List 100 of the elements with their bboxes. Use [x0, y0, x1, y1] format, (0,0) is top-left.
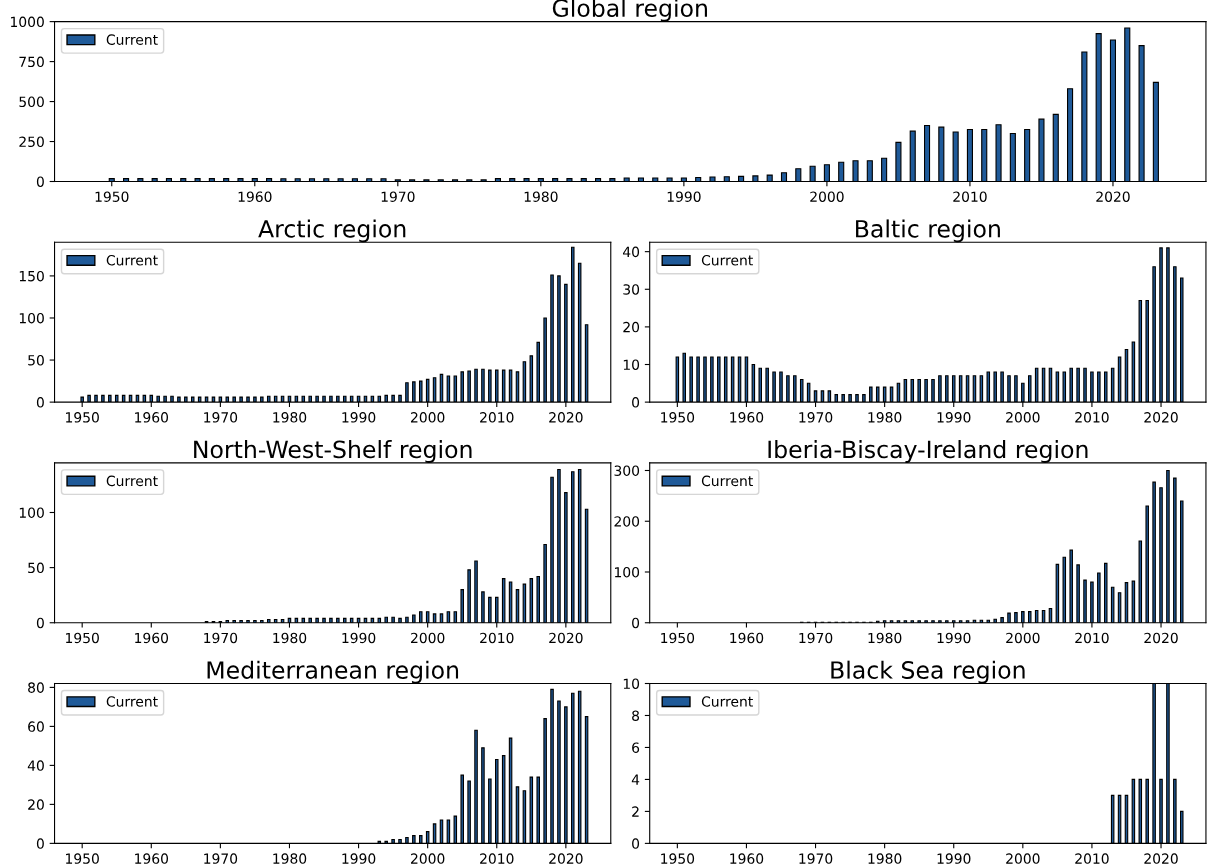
x-tick-label: 2010	[480, 412, 514, 423]
x-tick-label: 1950	[661, 632, 695, 644]
x-tick-label: 1980	[868, 412, 902, 423]
x-tick-label: 2000	[810, 191, 844, 202]
x-tick-label: 1970	[799, 412, 833, 423]
x-tick-label: 1950	[66, 853, 99, 864]
x-tick-label: 1960	[730, 412, 764, 423]
x-tick-label: 1990	[937, 632, 971, 644]
x-tick-label: 2010	[953, 191, 987, 202]
x-tick-label: 2020	[1144, 412, 1178, 423]
legend-label: Current	[106, 475, 158, 487]
x-tick-label: 1950	[66, 632, 99, 644]
y-tick-label: 250	[19, 136, 44, 147]
x-tick-label: 2000	[411, 632, 445, 644]
x-tick-label: 1990	[342, 853, 376, 864]
y-tick-label: 4	[631, 774, 640, 785]
x-tick-label: 1970	[799, 632, 833, 644]
y-tick-label: 200	[614, 516, 640, 527]
x-tick-label: 2000	[411, 853, 445, 864]
chart-title: Baltic region	[856, 219, 1000, 243]
legend-label: Current	[701, 696, 753, 707]
x-tick-label: 1980	[524, 191, 558, 202]
x-tick-label: 1960	[238, 191, 272, 202]
y-tick-label: 80	[28, 682, 44, 693]
x-tick-label: 1980	[868, 632, 902, 644]
y-tick-label: 1000	[11, 16, 44, 28]
legend-label: Current	[701, 475, 753, 487]
y-tick-label: 50	[28, 355, 44, 366]
y-tick-label: 20	[28, 799, 44, 810]
x-tick-label: 2010	[480, 632, 514, 644]
x-tick-label: 1950	[661, 853, 695, 864]
y-tick-label: 8	[632, 710, 640, 721]
y-tick-label: 2	[632, 806, 639, 817]
y-tick-label: 6	[632, 742, 640, 753]
x-tick-label: 1980	[273, 853, 307, 864]
legend-label: Current	[106, 34, 158, 45]
x-tick-label: 2010	[1075, 853, 1109, 864]
chart-title: North-West-Shelf region	[194, 440, 472, 463]
chart-title: Arctic region	[258, 219, 406, 243]
x-tick-label: 1970	[799, 853, 833, 864]
y-tick-label: 150	[19, 270, 44, 282]
chart-title: Black Sea region	[831, 660, 1025, 684]
x-tick-label: 1990	[342, 632, 376, 644]
x-tick-label: 1980	[868, 853, 902, 864]
x-tick-label: 2000	[411, 412, 445, 423]
x-tick-label: 2020	[1144, 632, 1178, 644]
legend-label: Current	[106, 255, 158, 266]
y-tick-label: 100	[19, 507, 44, 518]
x-tick-label: 1950	[95, 191, 129, 202]
y-tick-label: 500	[19, 96, 44, 108]
x-tick-label: 2010	[1075, 412, 1109, 423]
x-tick-label: 1960	[135, 632, 169, 644]
x-tick-label: 1990	[342, 412, 376, 423]
y-tick-label: 300	[614, 465, 640, 476]
y-tick-label: 50	[28, 562, 44, 574]
x-tick-label: 2020	[549, 853, 583, 864]
y-tick-label: 60	[28, 721, 44, 732]
x-tick-label: 1950	[66, 412, 99, 423]
x-tick-label: 2010	[480, 853, 514, 864]
x-tick-label: 1990	[937, 412, 971, 423]
x-tick-label: 2000	[1006, 412, 1040, 423]
y-tick-label: 100	[615, 566, 640, 578]
x-tick-label: 1960	[730, 853, 764, 864]
x-tick-label: 1960	[135, 412, 169, 423]
x-tick-label: 1970	[204, 632, 238, 644]
x-tick-label: 2000	[1006, 853, 1040, 864]
x-tick-label: 2020	[1144, 853, 1178, 864]
y-tick-label: 10	[623, 678, 640, 689]
legend-label: Current	[106, 696, 158, 707]
x-tick-label: 1970	[204, 412, 238, 423]
x-tick-label: 1950	[661, 412, 695, 423]
y-tick-label: 750	[19, 56, 44, 68]
x-tick-label: 2020	[549, 412, 583, 423]
legend-label: Current	[701, 255, 753, 266]
x-tick-label: 2000	[1006, 632, 1040, 644]
y-tick-label: 40	[622, 246, 640, 258]
y-tick-label: 40	[27, 760, 44, 771]
x-tick-label: 1980	[273, 632, 307, 644]
x-tick-label: 1960	[135, 853, 169, 864]
y-tick-label: 100	[19, 312, 44, 324]
chart-title: Iberia-Biscay-Ireland region	[768, 440, 1088, 463]
x-tick-label: 1970	[381, 191, 415, 202]
x-tick-label: 2010	[1075, 632, 1109, 644]
y-tick-label: 0	[36, 617, 44, 629]
x-tick-label: 1990	[937, 853, 971, 864]
y-tick-label: 0	[632, 617, 640, 629]
y-tick-label: 10	[623, 359, 640, 370]
y-tick-label: 0	[632, 838, 640, 849]
y-tick-label: 0	[632, 397, 640, 408]
y-tick-label: 0	[36, 397, 44, 408]
y-tick-label: 0	[36, 176, 44, 187]
x-tick-label: 2020	[1096, 191, 1130, 202]
x-tick-label: 2020	[549, 632, 583, 644]
x-tick-label: 1990	[667, 191, 701, 202]
y-tick-label: 0	[36, 838, 44, 849]
x-tick-label: 1970	[204, 853, 238, 864]
x-tick-label: 1980	[273, 412, 307, 423]
chart-title: Mediterranean region	[207, 660, 459, 684]
y-tick-label: 20	[623, 321, 640, 333]
x-tick-label: 1960	[730, 632, 764, 644]
